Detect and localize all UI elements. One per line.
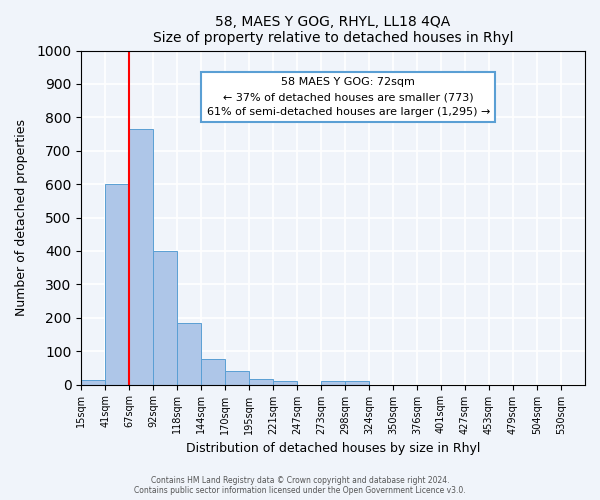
Y-axis label: Number of detached properties: Number of detached properties [15,119,28,316]
Bar [178,323,201,384]
Title: 58, MAES Y GOG, RHYL, LL18 4QA
Size of property relative to detached houses in R: 58, MAES Y GOG, RHYL, LL18 4QA Size of p… [153,15,514,45]
Bar [106,184,129,384]
Bar [250,378,273,384]
Bar [82,380,105,384]
Text: 58 MAES Y GOG: 72sqm
← 37% of detached houses are smaller (773)
61% of semi-deta: 58 MAES Y GOG: 72sqm ← 37% of detached h… [206,78,490,117]
Bar [130,129,153,384]
Bar [202,358,225,384]
Bar [346,381,369,384]
Bar [322,381,345,384]
Text: Contains HM Land Registry data © Crown copyright and database right 2024.
Contai: Contains HM Land Registry data © Crown c… [134,476,466,495]
Bar [154,251,177,384]
Bar [274,380,297,384]
X-axis label: Distribution of detached houses by size in Rhyl: Distribution of detached houses by size … [186,442,480,455]
Bar [226,371,249,384]
